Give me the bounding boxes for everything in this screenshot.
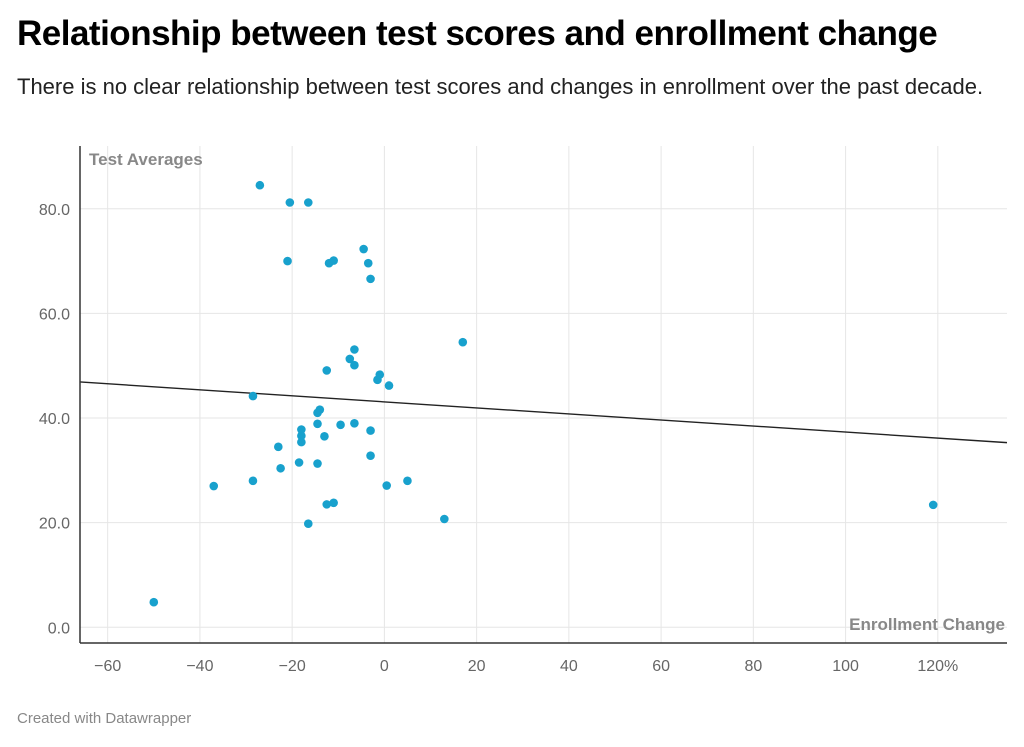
- x-tick-label: 80: [744, 658, 762, 675]
- x-tick-label: −40: [186, 658, 213, 675]
- x-tick-label: 100: [832, 658, 859, 675]
- data-point: [283, 256, 292, 266]
- data-point: [209, 481, 219, 491]
- x-tick-label: 40: [560, 658, 578, 675]
- data-point: [285, 198, 295, 207]
- data-point: [384, 381, 394, 390]
- data-point: [313, 408, 322, 418]
- data-point: [313, 419, 322, 429]
- footer-credit: Created with Datawrapper: [17, 710, 192, 727]
- y-tick-label: 40.0: [39, 411, 70, 428]
- data-point: [276, 463, 285, 473]
- data-point: [403, 476, 412, 486]
- data-point: [373, 375, 382, 385]
- data-point: [313, 459, 322, 468]
- data-point: [382, 481, 391, 490]
- data-point: [322, 366, 332, 375]
- data-point: [928, 500, 938, 510]
- data-point: [345, 354, 355, 364]
- data-point: [320, 432, 329, 441]
- data-point: [248, 476, 258, 486]
- data-point: [336, 420, 345, 430]
- data-point: [303, 198, 313, 207]
- x-tick-label: 60: [652, 658, 670, 675]
- data-point: [303, 519, 313, 529]
- data-point: [350, 345, 359, 354]
- data-point: [366, 451, 375, 461]
- y-tick-label: 60.0: [39, 306, 70, 323]
- data-point: [366, 426, 375, 435]
- data-point: [149, 597, 159, 607]
- data-point: [366, 274, 375, 284]
- data-point: [359, 244, 368, 254]
- y-axis-title: Test Averages: [89, 150, 203, 169]
- data-point: [297, 437, 306, 447]
- data-point: [363, 258, 373, 268]
- y-tick-label: 20.0: [39, 516, 70, 533]
- x-tick-label: −20: [279, 658, 306, 675]
- y-tick-label: 80.0: [39, 202, 70, 219]
- data-point: [350, 360, 359, 370]
- x-tick-label: −60: [94, 658, 121, 675]
- data-point: [248, 391, 258, 401]
- y-gridlines: [80, 208, 1007, 628]
- data-point: [297, 425, 306, 434]
- x-tick-labels: −60 −40 −20 0 20 40 60 80 100 120%: [94, 658, 958, 675]
- data-point: [255, 180, 265, 190]
- x-tick-label: 20: [468, 658, 486, 675]
- data-point: [350, 418, 359, 428]
- data-point: [294, 458, 304, 467]
- data-point: [322, 500, 332, 509]
- data-point: [297, 431, 306, 441]
- y-tick-labels: 0.0 20.0 40.0 60.0 80.0: [39, 202, 70, 638]
- data-points: [149, 180, 938, 607]
- x-axis-title: Enrollment Change: [849, 615, 1005, 634]
- chart-title: Relationship between test scores and enr…: [17, 14, 938, 53]
- x-tick-label: 120%: [917, 658, 958, 675]
- trend-line: [79, 381, 1008, 444]
- x-tick-label: 0: [380, 658, 389, 675]
- data-point: [274, 442, 283, 452]
- data-point: [329, 498, 338, 508]
- data-point: [329, 256, 338, 265]
- data-point: [458, 337, 468, 347]
- data-point: [440, 514, 449, 524]
- y-tick-label: 0.0: [48, 620, 70, 637]
- x-gridlines: [107, 146, 939, 643]
- chart-subtitle: There is no clear relationship between t…: [17, 74, 984, 99]
